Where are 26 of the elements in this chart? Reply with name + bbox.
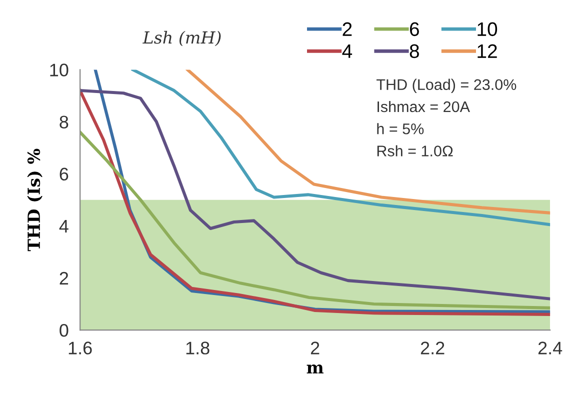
annotation: h = 5%: [377, 123, 424, 134]
x-axis-title: m: [306, 364, 324, 374]
x-tick-label: 2.4: [538, 342, 562, 354]
x-tick-label: 2.2: [420, 342, 444, 354]
legend-label: 2: [342, 22, 352, 36]
legend-label: 6: [410, 22, 419, 36]
x-tick-label: 1.8: [186, 342, 210, 354]
y-tick-label: 2: [60, 272, 68, 285]
y-axis-title: THD (Is) %: [27, 148, 42, 252]
legend-label: 10: [478, 22, 498, 36]
legend-title: Lsh (mH): [142, 30, 221, 46]
line-series: [131, 70, 550, 226]
legend-label: 12: [478, 44, 497, 58]
annotation: THD (Load) = 23.0%: [376, 78, 516, 94]
y-tick-label: 4: [59, 220, 68, 232]
x-tick-label: 1.6: [68, 342, 92, 354]
x-tick-label: 2: [310, 342, 320, 354]
line-series: [186, 70, 550, 214]
annotation: Ishmax = 20A: [378, 100, 470, 112]
y-tick-label: 0: [60, 324, 68, 337]
annotation: Rsh = 1.0Ω: [377, 145, 453, 156]
legend-label: 4: [342, 44, 352, 58]
y-tick-label: 6: [60, 168, 68, 181]
legend-label: 8: [410, 44, 419, 58]
y-tick-label: 8: [60, 116, 68, 128]
y-tick-label: 10: [50, 64, 68, 76]
